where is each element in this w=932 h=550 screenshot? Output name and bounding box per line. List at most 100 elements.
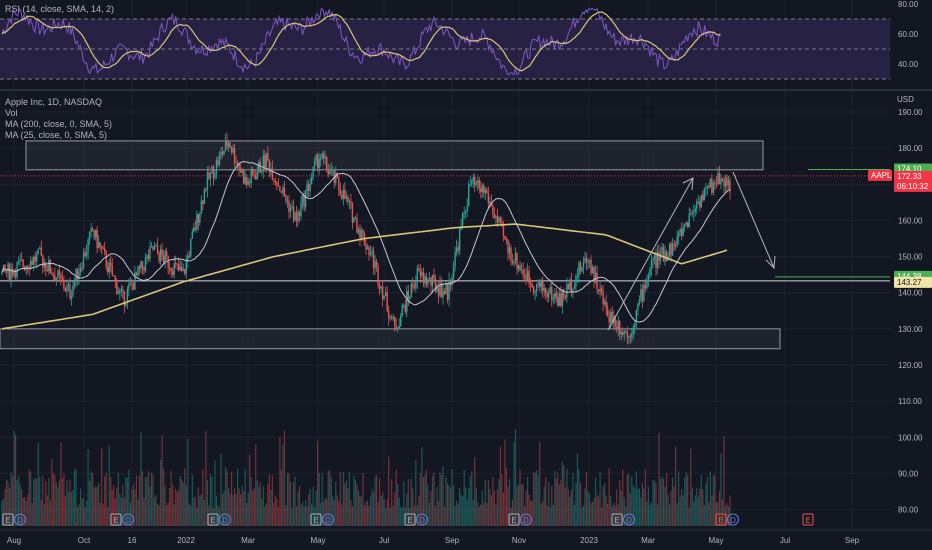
price-tick-180: 180.00: [898, 144, 923, 153]
volume-bar-5: [8, 487, 11, 526]
volume-bar-153: [232, 494, 234, 526]
candle-body-90: [137, 266, 139, 276]
volume-bar-9: [14, 434, 17, 526]
volume-bar-87: [132, 484, 135, 526]
candle-body-261: [395, 325, 397, 330]
dividend-marker-7: [322, 513, 334, 526]
candle-body-149: [226, 140, 228, 147]
candle-body-136: [206, 172, 209, 191]
candle-body-452: [683, 224, 686, 228]
candle-body-159: [241, 170, 243, 173]
volume-bar-462: [699, 488, 701, 526]
volume-bar-470: [711, 495, 713, 526]
candle-body-251: [380, 286, 382, 289]
volume-bar-368: [557, 472, 559, 526]
candle-body-435: [658, 251, 660, 261]
candle-body-12: [19, 259, 21, 262]
candle-body-274: [415, 282, 417, 289]
volume-bar-17: [27, 494, 29, 526]
volume-bar-247: [374, 476, 376, 526]
volume-bar-398: [602, 486, 604, 526]
marker-label-3: D: [125, 516, 131, 525]
volume-bar-237: [359, 495, 361, 526]
volume-bar-179: [271, 475, 273, 526]
candle-body-46: [70, 295, 73, 299]
legend-ma200[interactable]: MA (200, close, 0, SMA, 5): [5, 119, 113, 129]
volume-bar-287: [434, 506, 437, 526]
volume-bar-136: [206, 480, 209, 526]
volume-bar-469: [709, 471, 711, 526]
volume-bar-58: [89, 481, 91, 526]
candle-body-0: [1, 271, 3, 275]
candle-body-243: [368, 247, 370, 256]
marker-label-10: E: [511, 516, 516, 525]
volume-bar-6: [10, 472, 12, 526]
volume-bar-18: [28, 469, 30, 526]
candle-body-230: [348, 201, 351, 203]
candle-body-374: [566, 284, 568, 298]
volume-bar-134: [203, 499, 205, 526]
marker-label-7: D: [325, 516, 331, 525]
candle-body-242: [366, 247, 369, 250]
ma25-line: [1, 161, 731, 323]
candle-body-393: [594, 272, 597, 283]
candle-body-291: [440, 282, 443, 298]
volume-bar-334: [505, 467, 508, 526]
legend-volume[interactable]: Vol: [5, 108, 18, 118]
candle-body-119: [181, 267, 183, 271]
candle-body-480: [726, 177, 728, 186]
candle-body-185: [280, 191, 283, 193]
candle-body-6: [10, 268, 12, 280]
volume-bar-213: [323, 501, 325, 526]
volume-bar-366: [554, 470, 556, 526]
rsi-legend[interactable]: RSI (14, close, SMA, 14, 2): [5, 4, 115, 14]
legend-ma25[interactable]: MA (25, close, 0, SMA, 5): [5, 130, 108, 140]
volume-bar-164: [249, 454, 251, 526]
candle-body-222: [336, 172, 339, 179]
candle-body-408: [617, 320, 619, 329]
volume-bar-162: [246, 503, 248, 526]
earnings-marker-12: [611, 513, 623, 526]
candle-body-205: [310, 177, 313, 184]
volume-bar-427: [646, 501, 648, 526]
candle-body-84: [128, 284, 130, 289]
candle-body-161: [244, 177, 246, 184]
volume-bar-390: [590, 503, 592, 526]
candle-body-74: [113, 275, 115, 277]
volume-bar-418: [632, 485, 634, 526]
volume-bar-391: [591, 501, 594, 526]
candle-body-35: [54, 275, 56, 282]
volume-bar-443: [670, 490, 672, 526]
volume-bar-394: [596, 495, 598, 526]
volume-bar-313: [474, 457, 476, 526]
candle-body-18: [28, 268, 30, 270]
candle-body-344: [520, 269, 523, 271]
candle-body-312: [472, 176, 474, 182]
price-legend[interactable]: Apple Inc, 1D, NASDAQ Vol MA (200, close…: [5, 97, 112, 141]
candle-body-184: [279, 186, 281, 192]
volume-bar-277: [419, 472, 421, 526]
candle-body-314: [475, 182, 477, 185]
volume-bar-222: [336, 495, 338, 526]
candle-body-180: [273, 179, 275, 181]
candle-body-137: [208, 172, 210, 179]
candle-body-365: [552, 298, 554, 300]
candle-body-174: [264, 155, 266, 168]
volume-bar-172: [261, 498, 263, 526]
down-arrow-line: [732, 171, 775, 269]
volume-bar-286: [433, 472, 435, 526]
candle-body-71: [108, 262, 110, 273]
candle-body-232: [351, 203, 354, 223]
candle-body-334: [505, 239, 508, 241]
volume-bar-311: [471, 471, 473, 526]
legend-symbol[interactable]: Apple Inc, 1D, NASDAQ: [5, 97, 103, 107]
candle-body-171: [259, 162, 261, 173]
candle-body-29: [45, 262, 47, 270]
candle-body-361: [546, 294, 548, 297]
candle-body-215: [326, 157, 328, 170]
volume-bar-188: [285, 505, 287, 526]
volume-bar-103: [156, 503, 159, 526]
volume-bar-342: [517, 484, 520, 526]
volume-bar-107: [163, 468, 165, 526]
